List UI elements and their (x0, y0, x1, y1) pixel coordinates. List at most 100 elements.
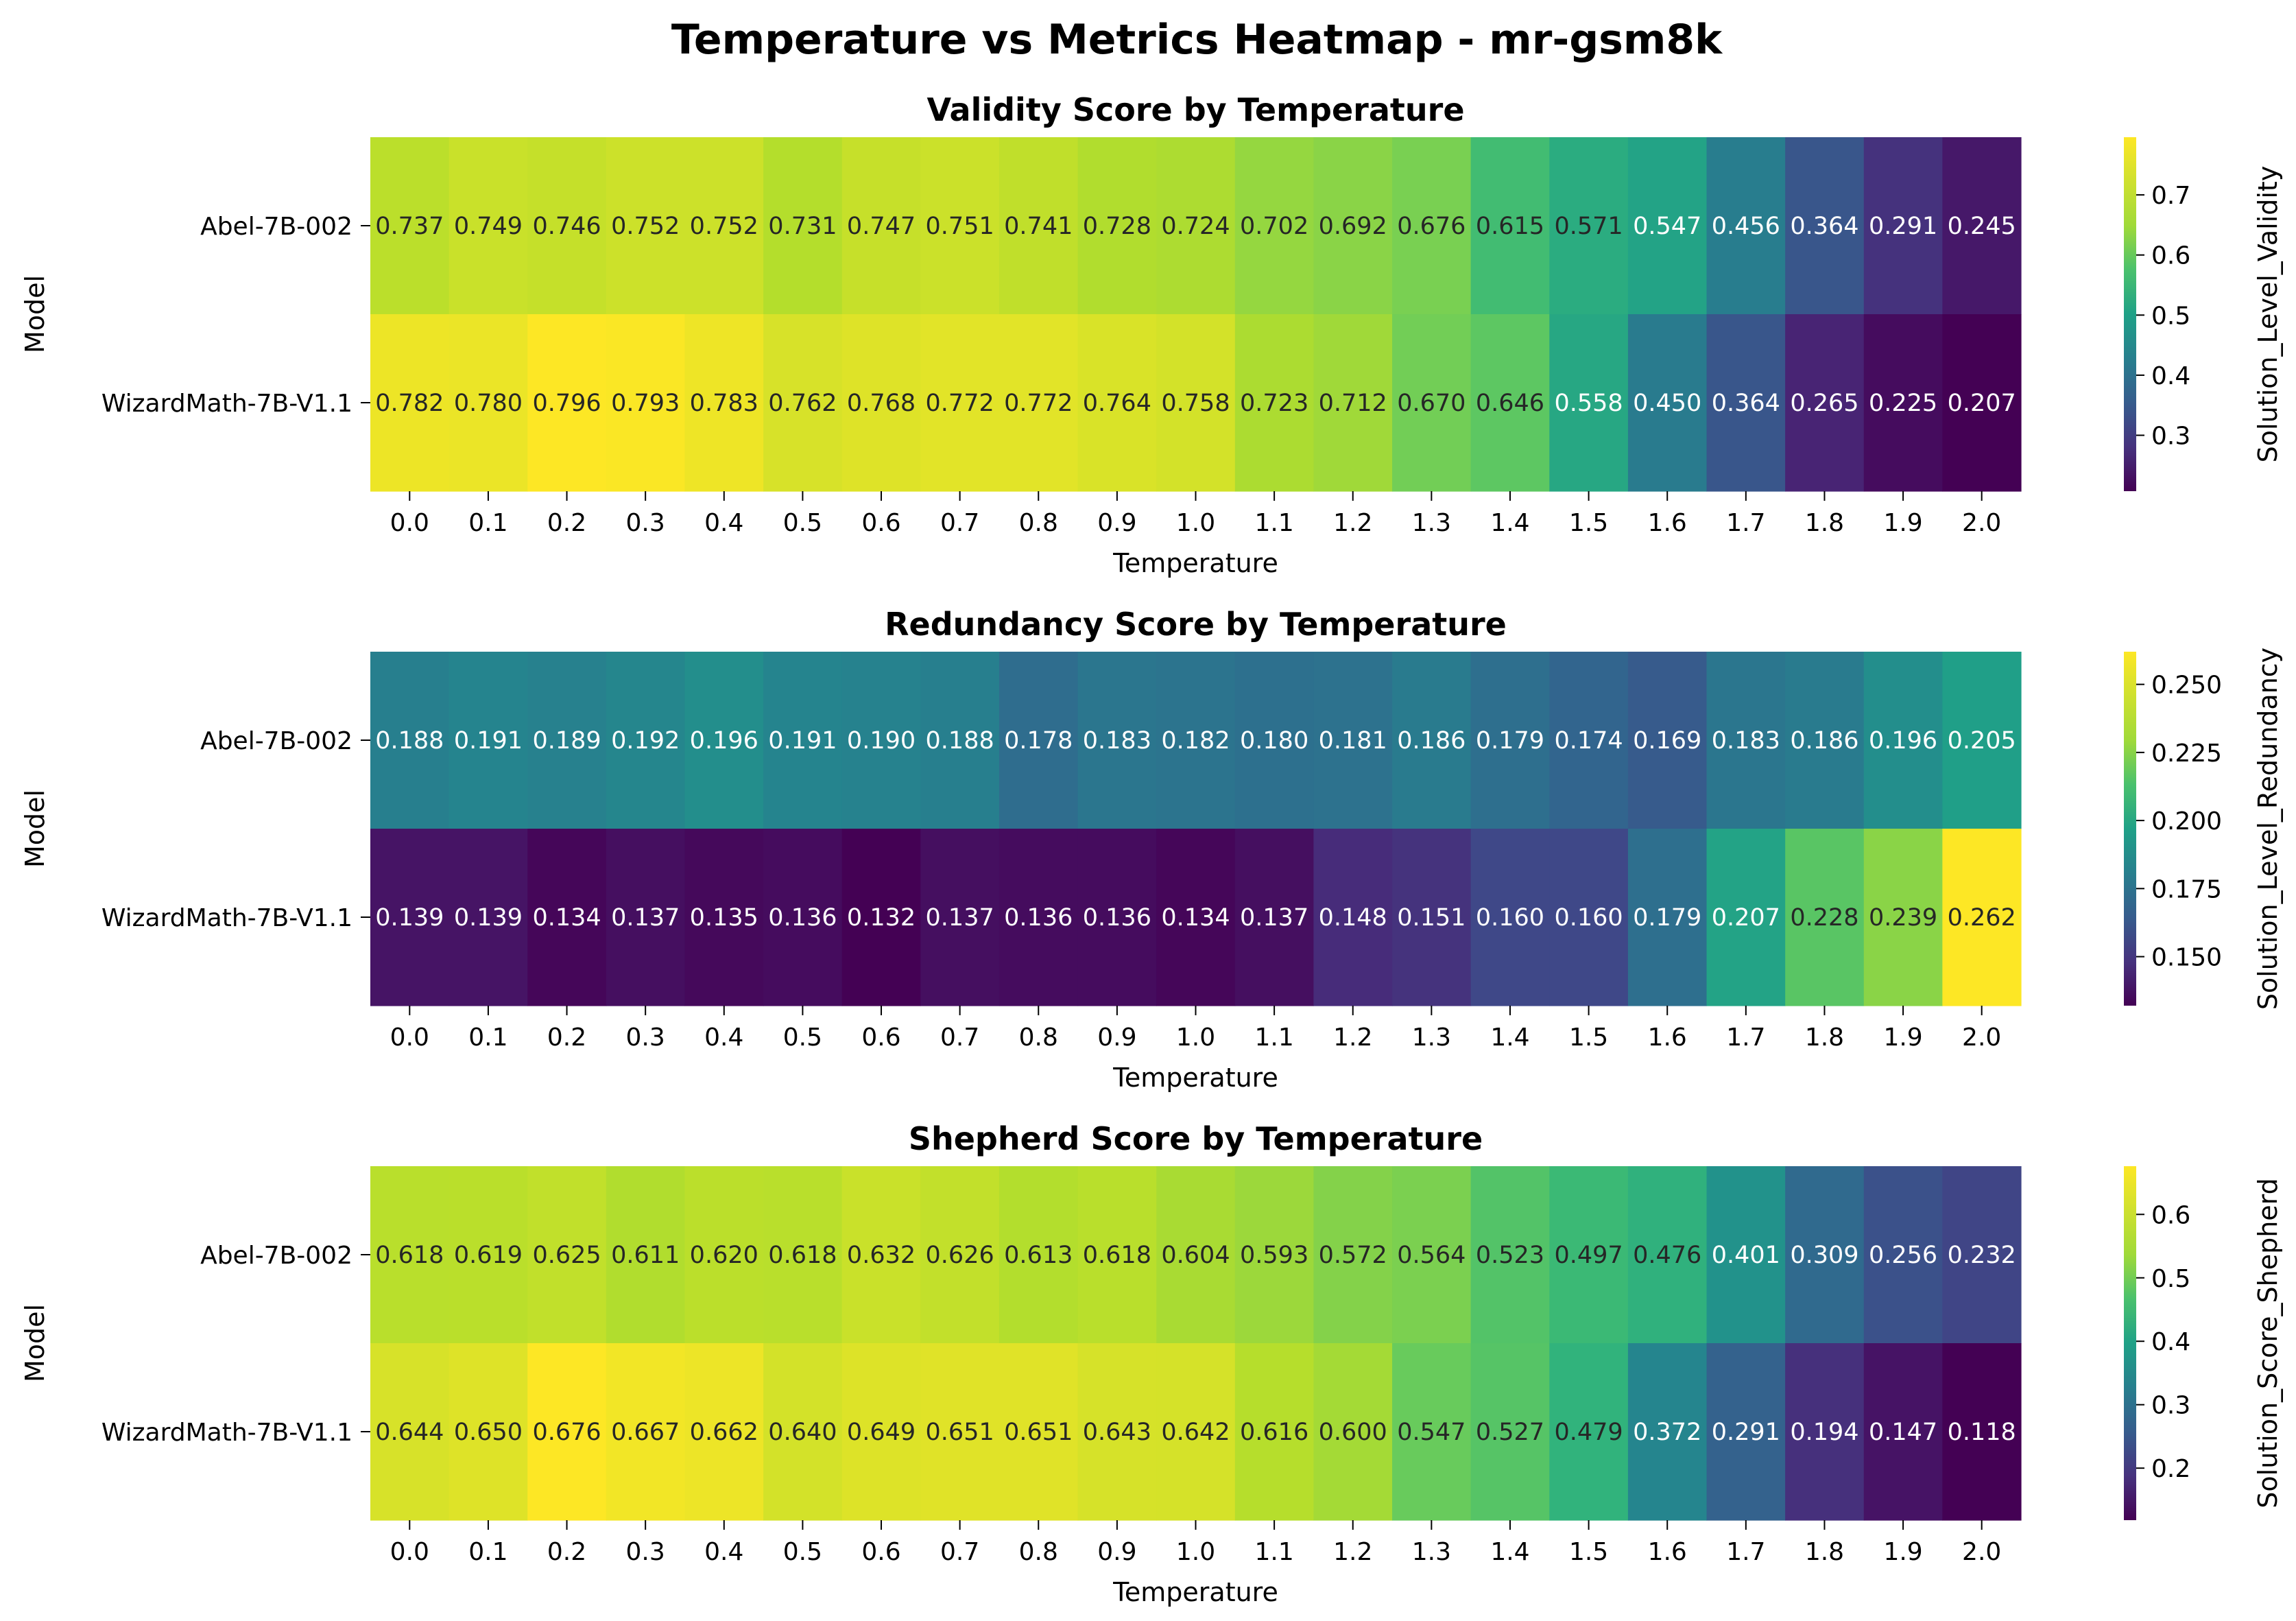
x-tick-label: 0.3 (626, 509, 665, 537)
x-tick-label: 1.1 (1254, 1538, 1293, 1566)
heatmap-cell (1627, 137, 1708, 315)
colorbar-tick-label: 0.4 (2151, 1328, 2190, 1356)
cell-value-label: 0.667 (611, 1419, 680, 1446)
cell-value-label: 0.762 (768, 390, 837, 417)
heatmap-cell (1313, 137, 1393, 315)
heatmap-cell (1627, 1166, 1708, 1344)
cell-value-label: 0.618 (1083, 1242, 1151, 1269)
heatmap-cell (1234, 652, 1315, 829)
cell-value-label: 0.497 (1554, 1242, 1623, 1269)
cell-value-label: 0.772 (1004, 390, 1073, 417)
x-tick-label: 1.2 (1333, 509, 1372, 537)
cell-value-label: 0.180 (1240, 727, 1308, 755)
heatmap-cell (1313, 652, 1393, 829)
cell-value-label: 0.644 (375, 1419, 444, 1446)
cell-value-label: 0.728 (1083, 213, 1151, 240)
x-tick-label: 2.0 (1962, 509, 2001, 537)
heatmap-cell (998, 137, 1079, 315)
colorbar-tick-label: 0.150 (2151, 944, 2222, 972)
subplot-title: Shepherd Score by Temperature (909, 1120, 1483, 1157)
heatmap-cell (920, 1343, 1000, 1521)
cell-value-label: 0.189 (532, 727, 601, 755)
x-tick-label: 1.6 (1648, 509, 1687, 537)
heatmap-cell (1234, 1166, 1315, 1344)
heatmap-cell (998, 314, 1079, 492)
heatmap-cell (841, 314, 921, 492)
colorbar-tick-label: 0.7 (2151, 182, 2190, 210)
cell-value-label: 0.132 (847, 904, 916, 932)
x-tick-label: 1.0 (1176, 1538, 1215, 1566)
x-tick-label: 1.4 (1490, 1024, 1529, 1052)
cell-value-label: 0.188 (375, 727, 444, 755)
cell-value-label: 0.479 (1554, 1419, 1623, 1446)
heatmap-cell (841, 1343, 921, 1521)
heatmap-cell (1470, 314, 1550, 492)
cell-value-label: 0.205 (1948, 727, 2016, 755)
heatmap-cell (1077, 829, 1157, 1006)
cell-value-label: 0.137 (926, 904, 994, 932)
colorbar-label: Solution_Level_Redundancy (2253, 648, 2283, 1010)
cell-value-label: 0.782 (375, 390, 444, 417)
cell-value-label: 0.160 (1554, 904, 1623, 932)
heatmap-cell (998, 829, 1079, 1006)
cell-value-label: 0.196 (690, 727, 758, 755)
cell-value-label: 0.723 (1240, 390, 1308, 417)
heatmap-cell (1549, 652, 1629, 829)
heatmap-cell (1863, 137, 1943, 315)
cell-value-label: 0.640 (768, 1419, 837, 1446)
cell-value-label: 0.148 (1319, 904, 1387, 932)
cell-value-label: 0.265 (1790, 390, 1858, 417)
heatmap-cell (1863, 1343, 1943, 1521)
heatmap-cell (1470, 829, 1550, 1006)
heatmap-cell (841, 652, 921, 829)
cell-value-label: 0.183 (1083, 727, 1151, 755)
x-axis-label: Temperature (1112, 1577, 1278, 1607)
x-tick-label: 0.9 (1097, 509, 1136, 537)
heatmap-cell (1549, 829, 1629, 1006)
cell-value-label: 0.139 (454, 904, 523, 932)
heatmap-cell (1156, 1166, 1236, 1344)
cell-value-label: 0.793 (611, 390, 680, 417)
heatmap-cell (1234, 314, 1315, 492)
x-tick-label: 1.3 (1412, 509, 1451, 537)
colorbar-tick-label: 0.250 (2151, 672, 2222, 700)
heatmap-cell (606, 137, 686, 315)
cell-value-label: 0.188 (926, 727, 994, 755)
cell-value-label: 0.137 (1240, 904, 1308, 932)
heatmap-cell (1706, 314, 1786, 492)
colorbar (2124, 137, 2136, 491)
heatmap-cell (1156, 652, 1236, 829)
heatmap-cell (370, 137, 450, 315)
heatmap-cell (841, 829, 921, 1006)
heatmap-cell (1156, 137, 1236, 315)
cell-value-label: 0.228 (1790, 904, 1858, 932)
cell-value-label: 0.615 (1476, 213, 1544, 240)
heatmap-cell (1863, 829, 1943, 1006)
cell-value-label: 0.136 (1083, 904, 1151, 932)
cell-value-label: 0.160 (1476, 904, 1544, 932)
x-tick-label: 1.7 (1726, 1024, 1765, 1052)
heatmap-cell (1313, 1166, 1393, 1344)
x-tick-label: 1.9 (1883, 1538, 1922, 1566)
cell-value-label: 0.136 (1004, 904, 1073, 932)
cell-value-label: 0.558 (1554, 390, 1623, 417)
cell-value-label: 0.650 (454, 1419, 523, 1446)
cell-value-label: 0.651 (926, 1419, 994, 1446)
x-tick-label: 1.4 (1490, 509, 1529, 537)
cell-value-label: 0.364 (1790, 213, 1858, 240)
cell-value-label: 0.245 (1948, 213, 2016, 240)
cell-value-label: 0.613 (1004, 1242, 1073, 1269)
x-tick-label: 0.7 (940, 1538, 979, 1566)
heatmap-cell (1863, 1166, 1943, 1344)
x-tick-label: 0.6 (861, 1538, 900, 1566)
cell-value-label: 0.724 (1161, 213, 1230, 240)
cell-value-label: 0.764 (1083, 390, 1151, 417)
heatmap-cell (1392, 829, 1472, 1006)
heatmap-cell (370, 652, 450, 829)
x-tick-label: 1.2 (1333, 1538, 1372, 1566)
x-tick-label: 1.5 (1569, 1538, 1608, 1566)
cell-value-label: 0.619 (454, 1242, 523, 1269)
cell-value-label: 0.752 (690, 213, 758, 240)
x-tick-label: 0.4 (704, 509, 743, 537)
heatmap-cell (1706, 1166, 1786, 1344)
